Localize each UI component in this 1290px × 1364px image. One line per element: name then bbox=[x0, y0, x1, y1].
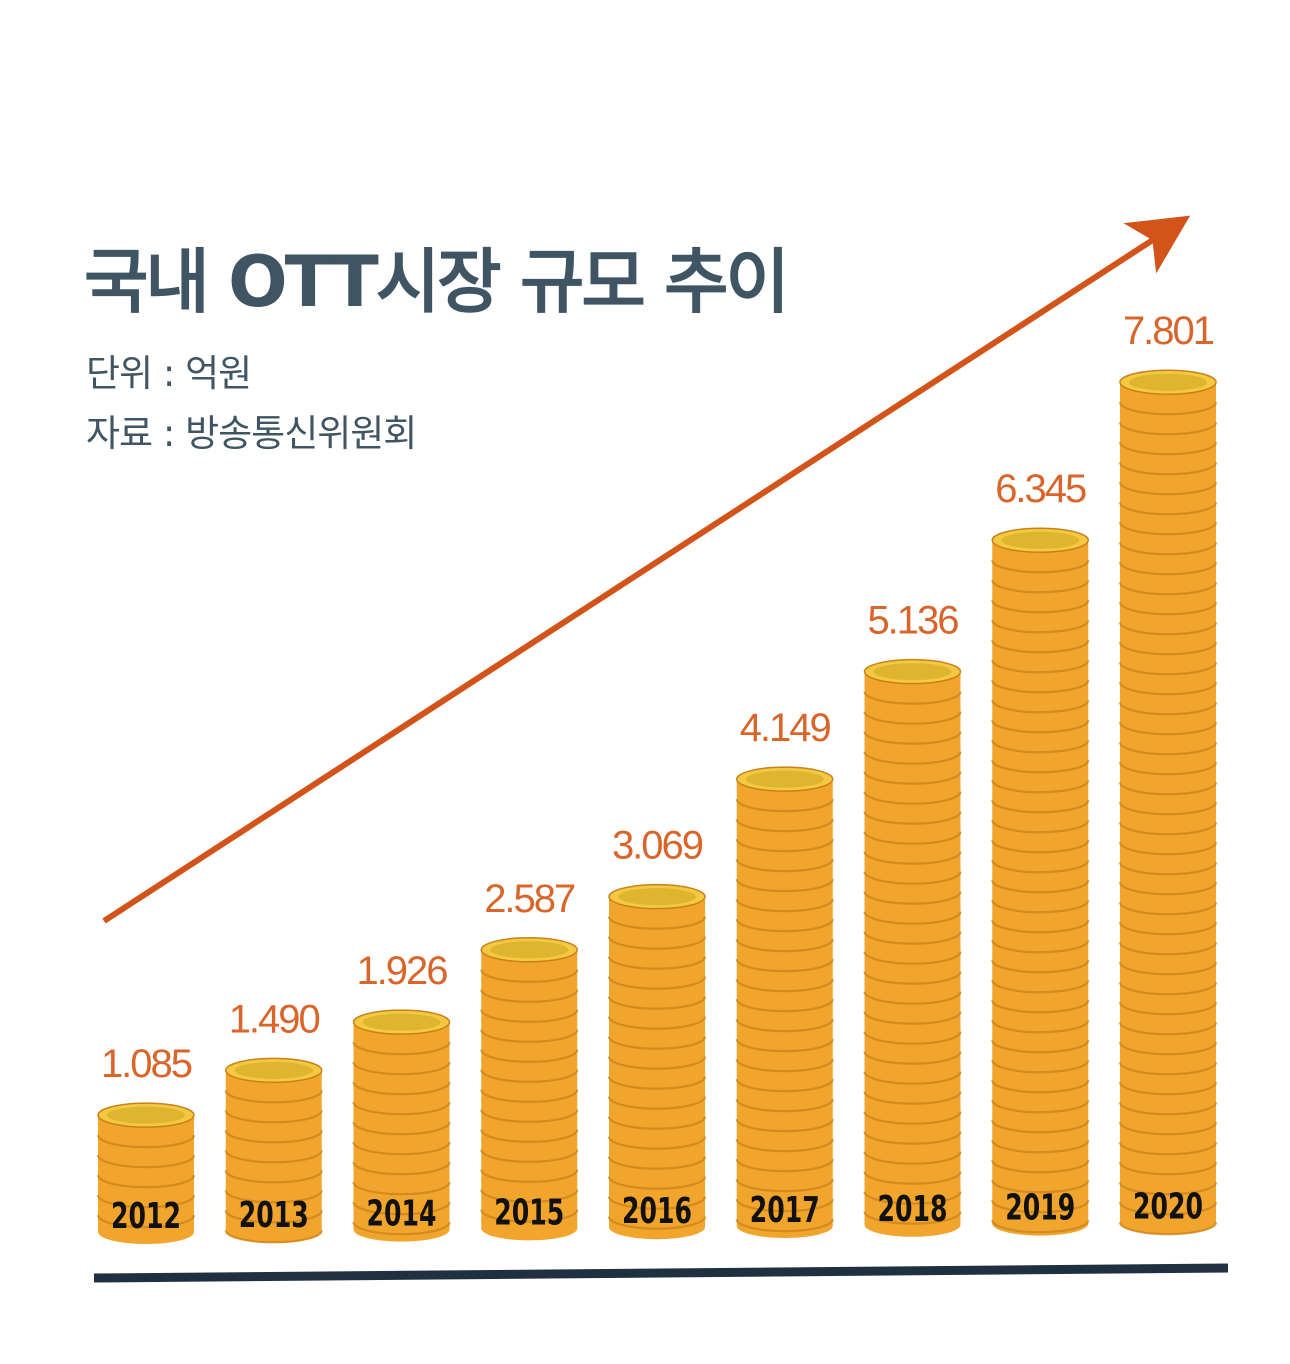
coin-stack-2018 bbox=[863, 658, 962, 1237]
unit-label: 단위 : 억원 bbox=[86, 352, 252, 395]
coin-stack-2013 bbox=[224, 1057, 323, 1244]
year-label-2016: 2016 bbox=[622, 1191, 692, 1232]
value-label-2014: 1.926 bbox=[356, 949, 447, 993]
value-label-2015: 2.587 bbox=[484, 877, 575, 921]
year-label-2015: 2015 bbox=[494, 1192, 564, 1233]
coin-stack-2012 bbox=[96, 1102, 196, 1244]
source-label: 자료 : 방송통신위원회 bbox=[86, 412, 417, 455]
value-label-2016: 3.069 bbox=[612, 824, 703, 868]
year-label-2019: 2019 bbox=[1005, 1188, 1075, 1229]
value-label-2012: 1.085 bbox=[101, 1042, 192, 1086]
year-label-2017: 2017 bbox=[750, 1190, 820, 1231]
coin-stack-2015 bbox=[480, 937, 579, 1241]
chart-title: 국내 OTT시장 규모 추이 bbox=[84, 241, 790, 323]
value-label-2018: 5.136 bbox=[867, 599, 958, 643]
value-label-2013: 1.490 bbox=[229, 997, 320, 1041]
year-label-2012: 2012 bbox=[111, 1196, 181, 1237]
value-label-2020: 7.801 bbox=[1123, 309, 1214, 353]
coin-stack-2017 bbox=[735, 766, 834, 1238]
year-label-2018: 2018 bbox=[878, 1189, 948, 1230]
baseline-axis bbox=[93, 1263, 1229, 1283]
trend-arrow bbox=[102, 215, 1191, 924]
value-label-2019: 6.345 bbox=[995, 467, 1086, 511]
year-label-2014: 2014 bbox=[367, 1194, 437, 1235]
value-label-2017: 4.149 bbox=[740, 706, 831, 750]
coin-stack-2016 bbox=[607, 883, 707, 1240]
coin-stack-2019 bbox=[991, 527, 1090, 1236]
coin-stack-2014 bbox=[352, 1009, 451, 1242]
year-label-2020: 2020 bbox=[1133, 1186, 1203, 1227]
year-label-2013: 2013 bbox=[239, 1195, 309, 1236]
coin-stack-2020 bbox=[1118, 369, 1218, 1236]
